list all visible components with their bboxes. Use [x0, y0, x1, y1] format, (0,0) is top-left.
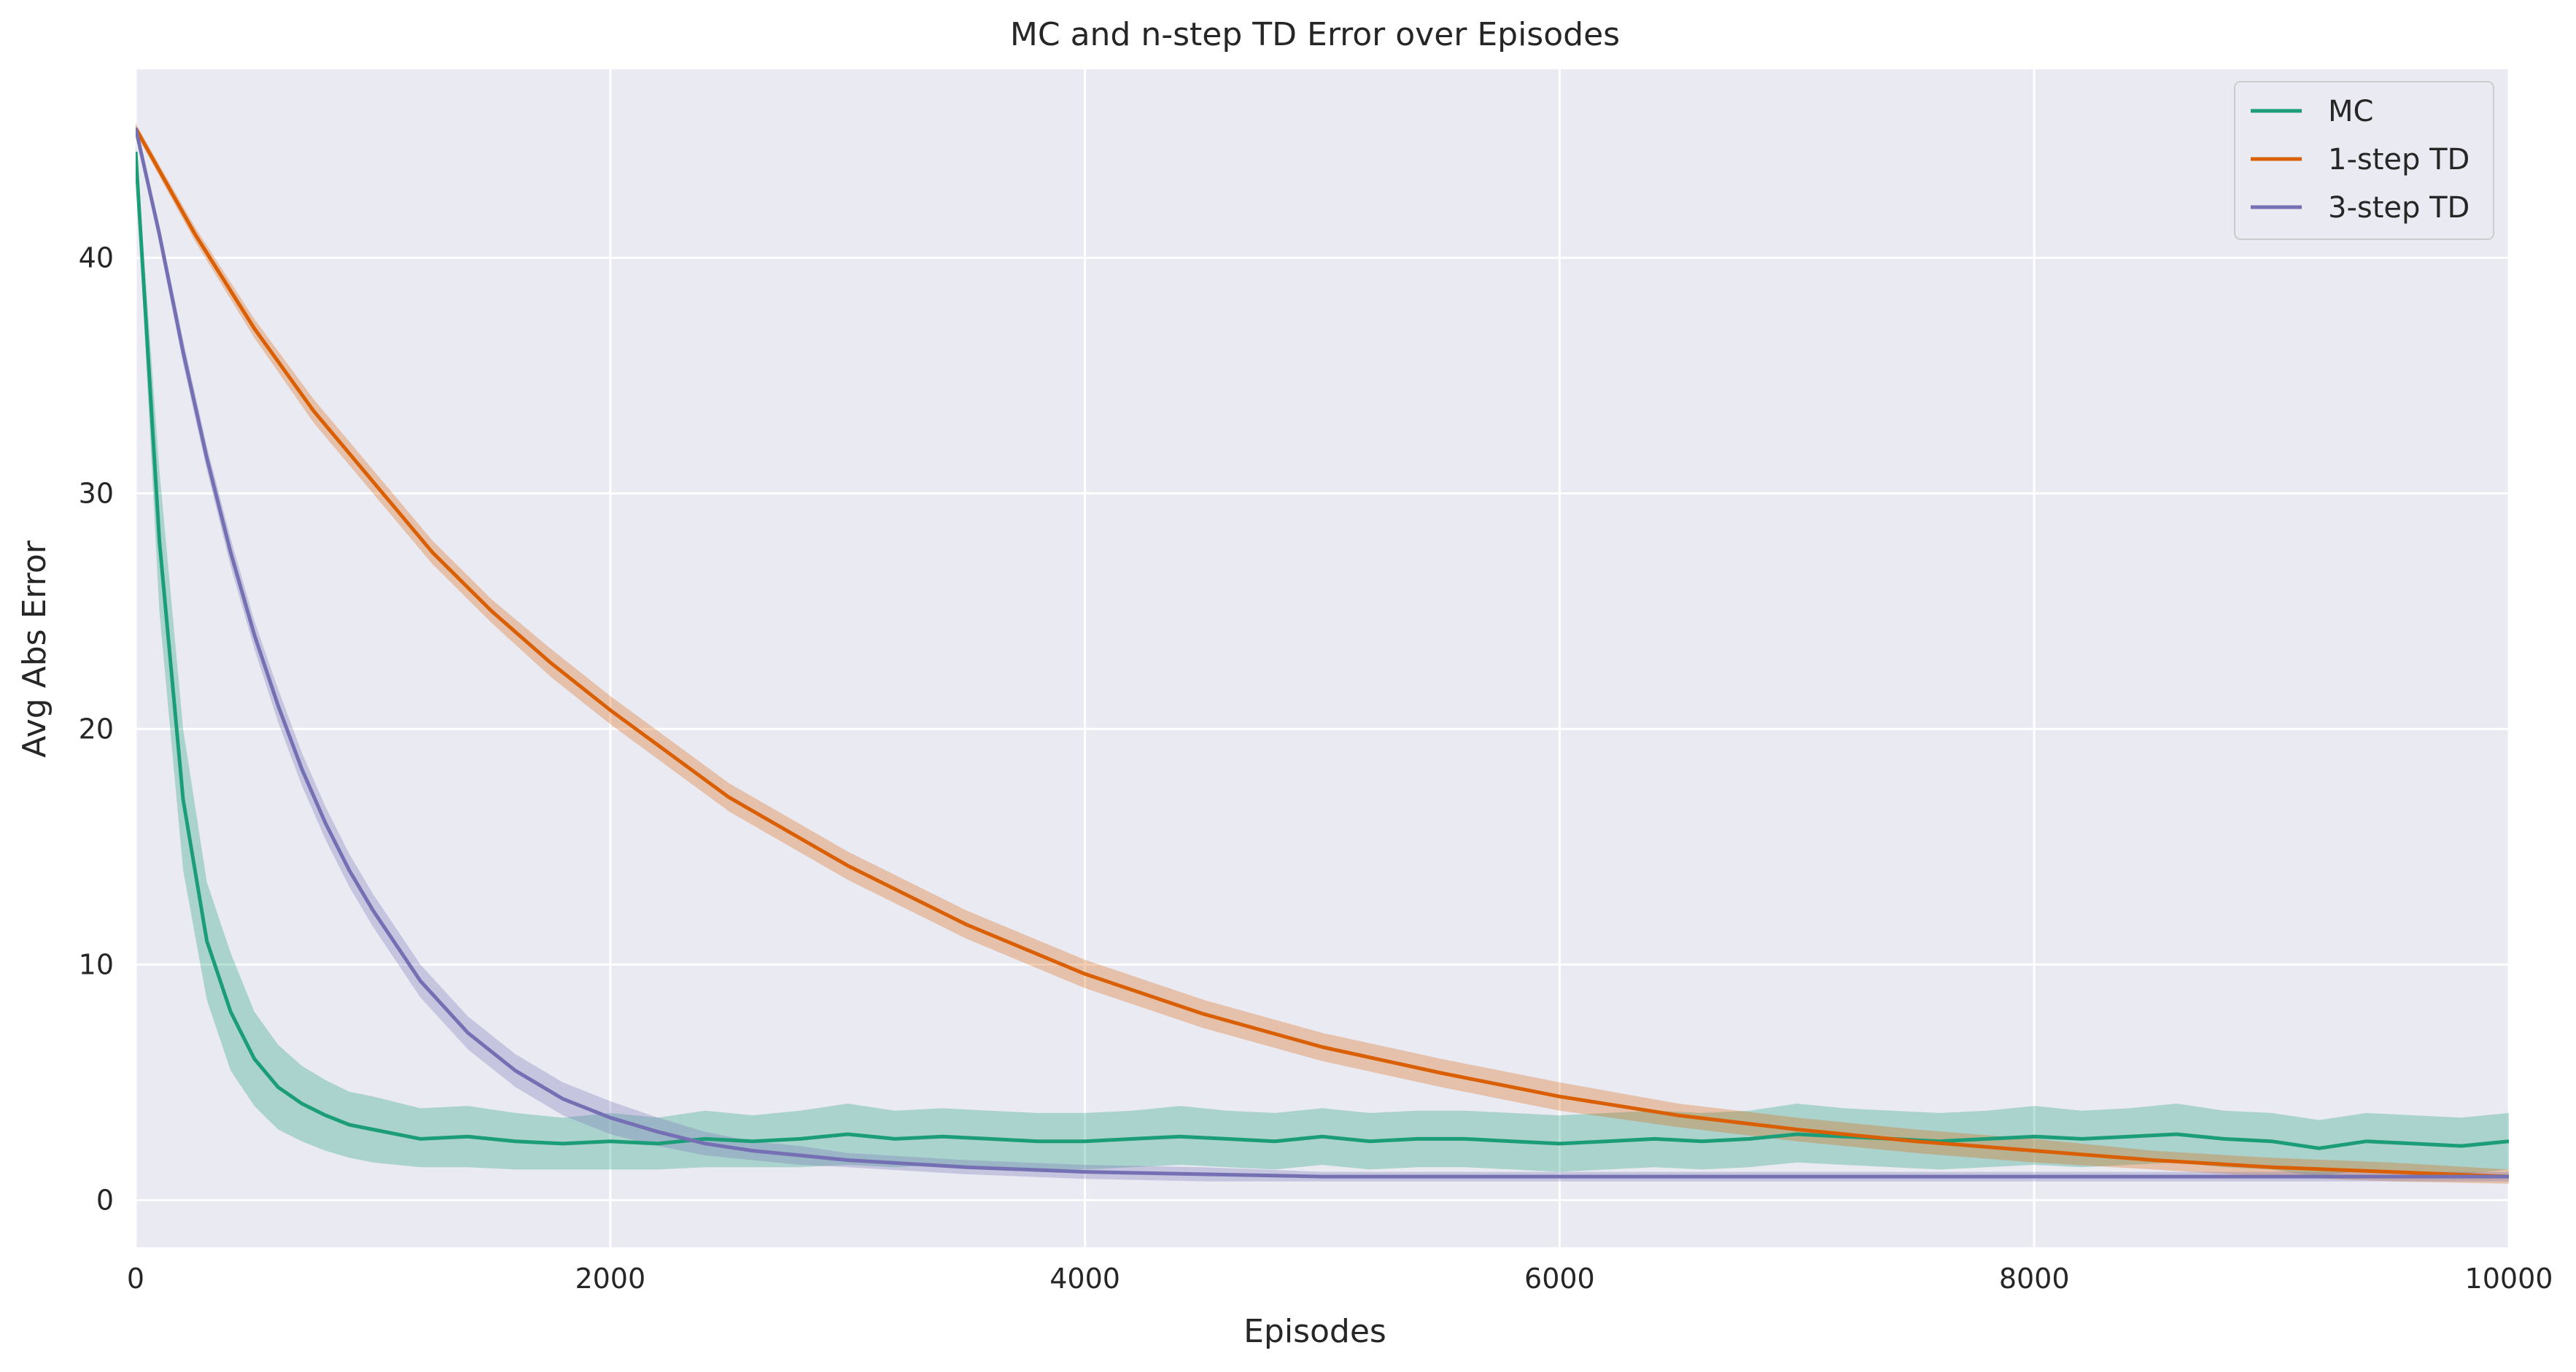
x-axis-label: Episodes — [1244, 1313, 1386, 1350]
legend-label-1-step-td: 1-step TD — [2328, 143, 2470, 177]
legend-label-mc: MC — [2328, 95, 2373, 128]
series-line-3-step-td — [136, 128, 2509, 1179]
y-tick-label: 30 — [79, 477, 114, 509]
series-line-1-step-td — [136, 127, 2509, 1179]
x-tick-label: 8000 — [1999, 1263, 2070, 1295]
series-line-mc — [136, 151, 2509, 1150]
x-tick-label: 0 — [127, 1263, 144, 1295]
y-axis-label: Avg Abs Error — [16, 540, 53, 758]
x-tick-label: 6000 — [1524, 1263, 1595, 1295]
legend-box — [2234, 81, 2494, 240]
plot-area: 0 2000 4000 6000 8000 10000 0 10 20 30 40 — [79, 69, 2553, 1295]
x-tick-label: 2000 — [575, 1263, 645, 1295]
x-tick-label: 4000 — [1050, 1263, 1120, 1295]
y-tick-label: 40 — [79, 241, 114, 274]
legend-label-3-step-td: 3-step TD — [2328, 191, 2470, 225]
y-tick-label: 10 — [79, 948, 114, 980]
x-tick-label: 10000 — [2465, 1263, 2553, 1295]
y-tick-label: 20 — [79, 713, 114, 745]
plot-background — [136, 69, 2509, 1247]
legend: MC 1-step TD 3-step TD — [2234, 81, 2494, 240]
y-tick-label: 0 — [96, 1184, 114, 1216]
chart-title: MC and n-step TD Error over Episodes — [1010, 16, 1620, 53]
